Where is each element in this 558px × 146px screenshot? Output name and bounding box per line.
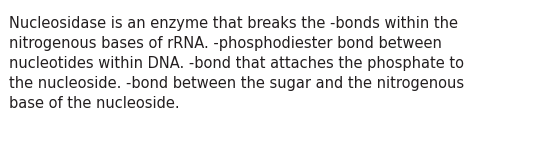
Text: Nucleosidase is an enzyme that breaks the -bonds within the
nitrogenous bases of: Nucleosidase is an enzyme that breaks th… — [9, 16, 464, 111]
